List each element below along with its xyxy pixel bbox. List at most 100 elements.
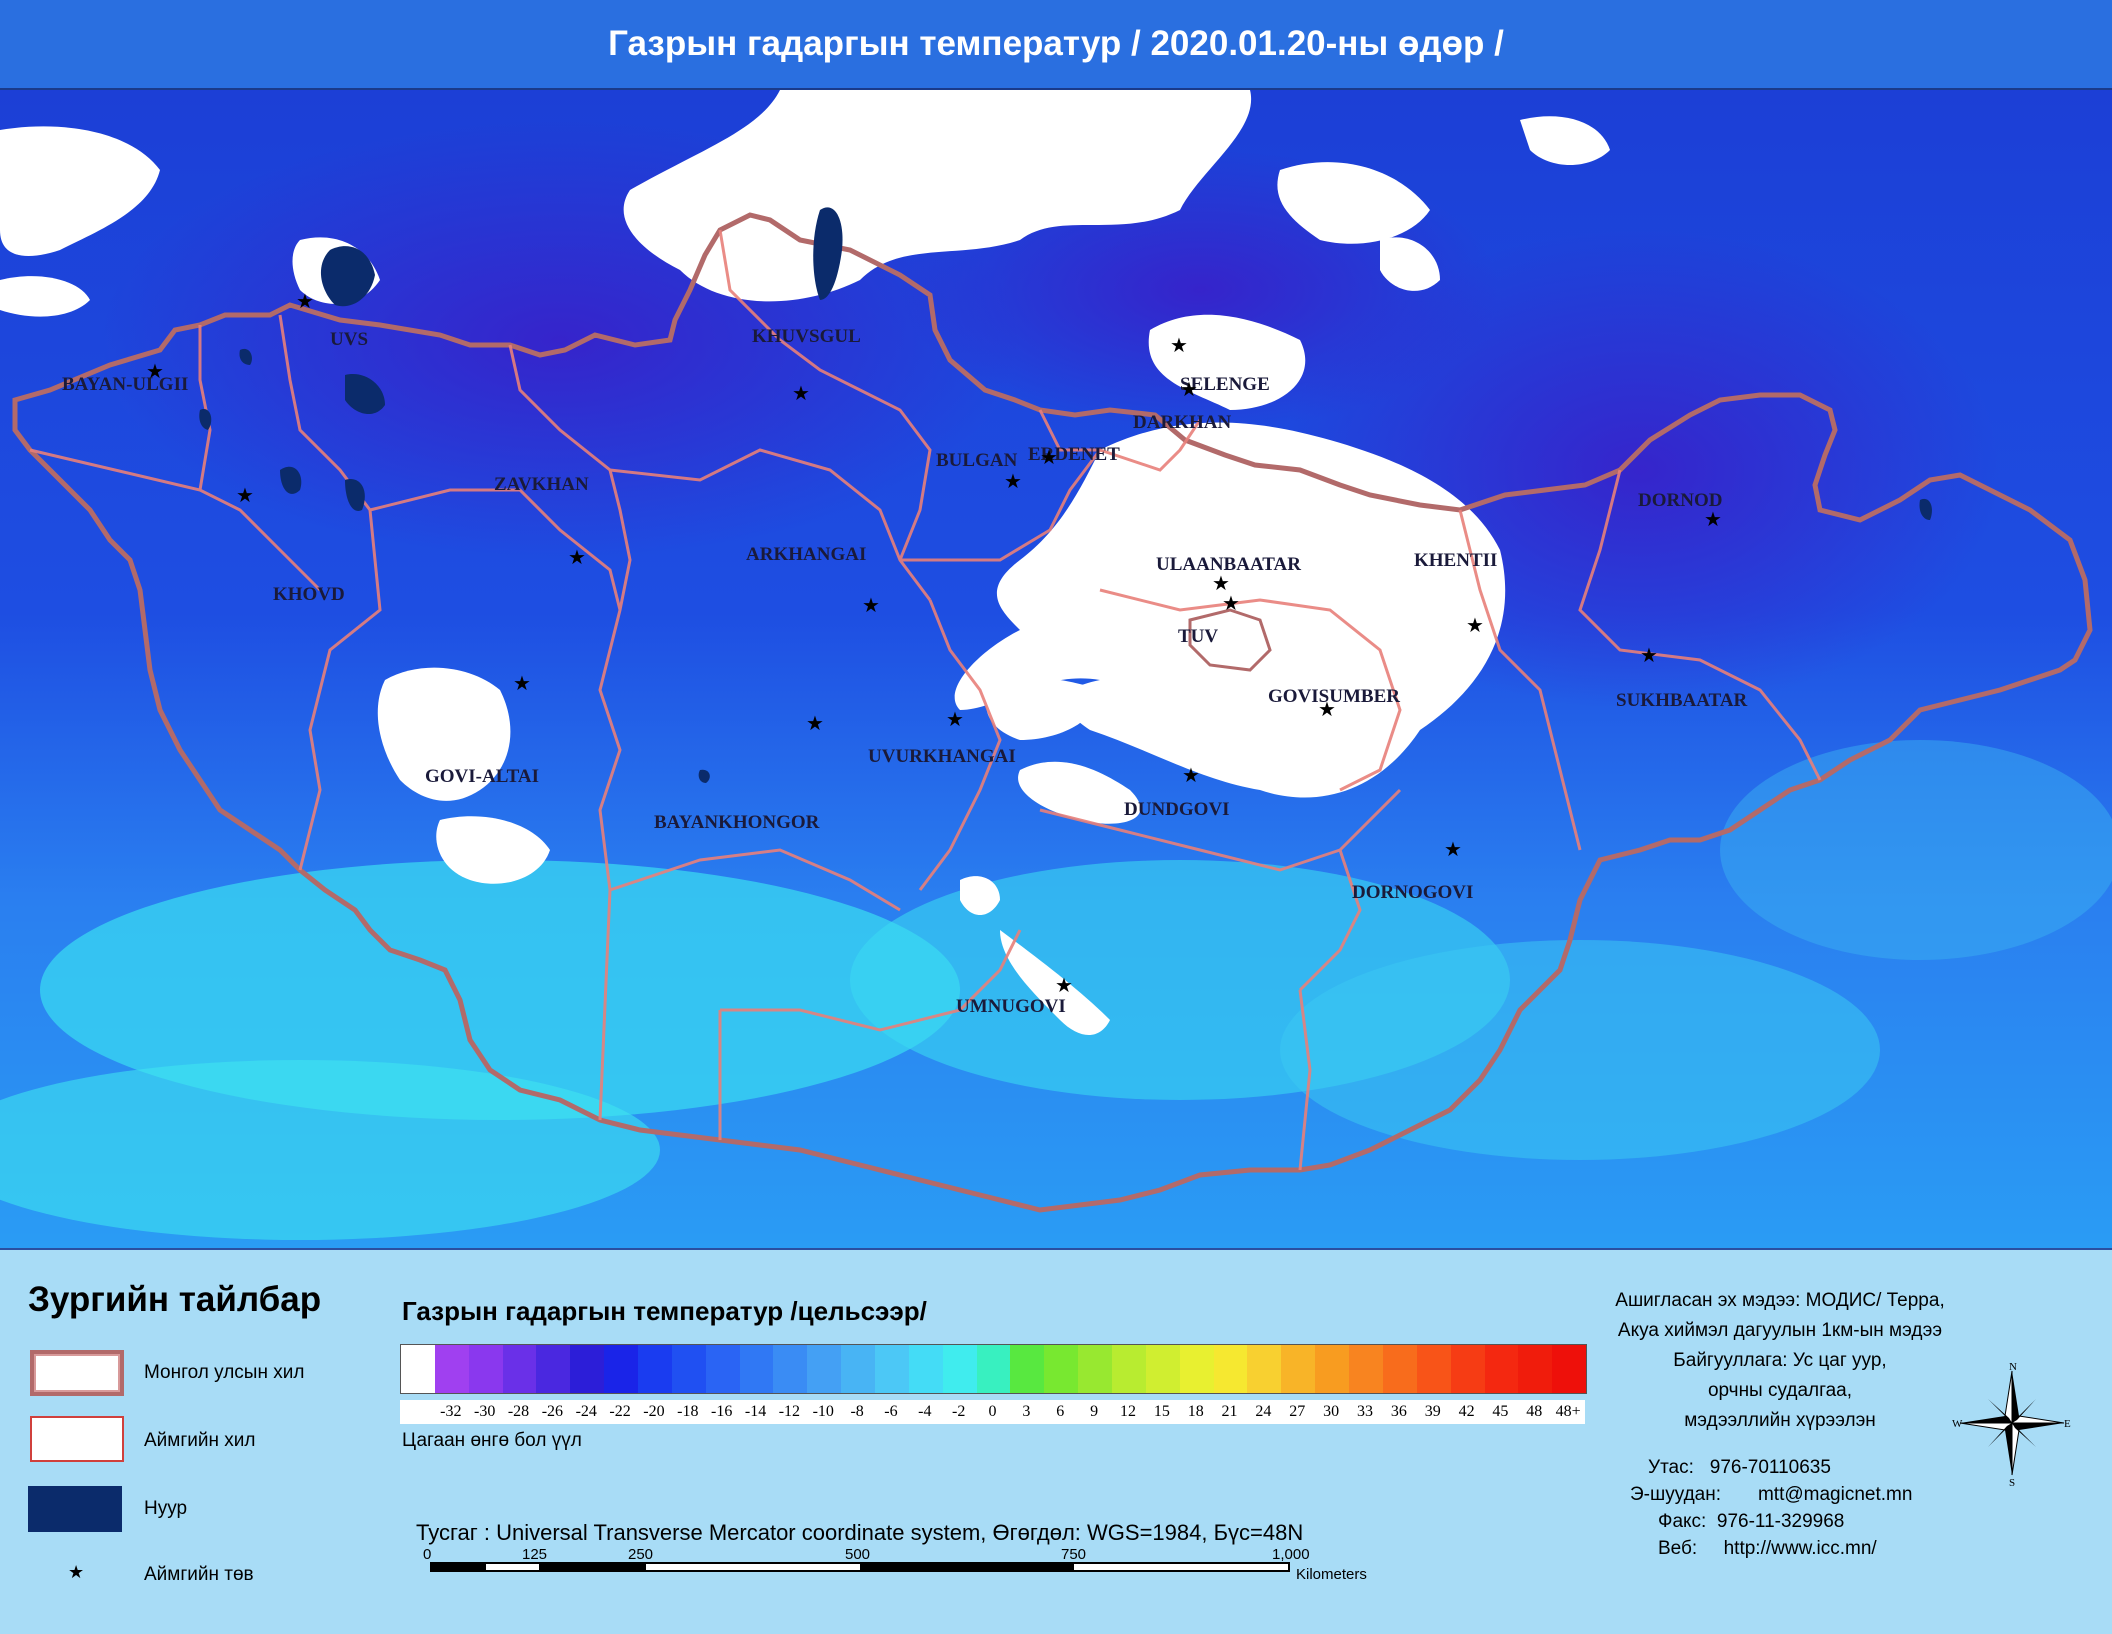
compass-w: W <box>1952 1418 1963 1430</box>
color-scale-ticks: -32 -30 -28 -26 -24 -22 -20 -18 -16 -14 -12 -10 -8 -6… <box>400 1400 1585 1424</box>
aimag-label: UMNUGOVI <box>956 996 1066 1017</box>
color-scale-tick: 39 <box>1424 1403 1441 1420</box>
uvs-lake <box>320 246 375 307</box>
color-scale-tick: -22 <box>609 1403 631 1420</box>
warm-zone-east <box>1720 740 2112 960</box>
color-scale-tick: 0 <box>988 1403 997 1420</box>
lake-swatch <box>28 1486 122 1532</box>
aimag-borders <box>29 229 1822 1171</box>
scalebar-tick: 125 <box>522 1546 548 1563</box>
star-icon: ★ <box>296 289 314 313</box>
contact-info: Утас: 976-70110635 Э-шуудан: mtt@magicne… <box>1610 1454 1912 1562</box>
legend-item-label: Монгол улсын хил <box>144 1362 305 1383</box>
source-line: мэдээллийн хүрээлэн <box>1684 1410 1876 1431</box>
warm-zone-southeast <box>1280 940 1880 1160</box>
color-swatch <box>1382 1345 1417 1393</box>
color-scale-tick: -18 <box>677 1403 699 1420</box>
color-swatch <box>1213 1345 1248 1393</box>
contact-key: Э-шуудан: <box>1630 1484 1722 1505</box>
temperature-map[interactable]: BAYAN-ULGII UVS KHUVSGUL SELENGE DARKHAN… <box>0 88 2112 1250</box>
star-icon: ★ <box>1180 377 1198 401</box>
color-swatch <box>671 1345 706 1393</box>
color-swatch <box>1484 1345 1519 1393</box>
scalebar-tick: 250 <box>628 1546 654 1563</box>
scalebar-tick: 0 <box>423 1546 432 1563</box>
color-scale-title: Газрын гадаргын температур /цельсээр/ <box>402 1296 927 1326</box>
color-scale-tick: -6 <box>884 1403 898 1420</box>
star-icon: ★ <box>946 707 964 731</box>
star-icon: ★ <box>146 359 164 383</box>
color-scale-tick: -10 <box>812 1403 834 1420</box>
color-swatch <box>536 1345 571 1393</box>
aimag-labels: BAYAN-ULGII UVS KHUVSGUL SELENGE DARKHAN… <box>62 326 1748 1017</box>
aimag-label: TUV <box>1178 626 1218 647</box>
color-scale-tick: 42 <box>1458 1403 1475 1420</box>
national-border <box>12 212 2093 1213</box>
source-line: Ашигласан эх мэдээ: МОДИС/ Терра, <box>1615 1290 1945 1311</box>
aimag-label: KHUVSGUL <box>752 326 861 347</box>
color-scale-tick: 45 <box>1492 1403 1509 1420</box>
color-swatch <box>1552 1345 1587 1393</box>
color-scale-tick: 48 <box>1526 1403 1543 1420</box>
color-scale-tick: -8 <box>850 1403 864 1420</box>
data-source: Ашигласан эх мэдээ: МОДИС/ Терра, Акуа х… <box>1570 1286 1990 1436</box>
color-swatch <box>1078 1345 1113 1393</box>
compass-e: E <box>2064 1418 2071 1430</box>
color-swatch <box>1281 1345 1316 1393</box>
compass-rose-icon: N S E W <box>1952 1361 2071 1488</box>
color-scale-tick: 33 <box>1356 1403 1373 1420</box>
warm-zone-far-south <box>0 1060 660 1240</box>
star-icon: ★ <box>1318 697 1336 721</box>
scalebar-tick: 1,000 <box>1272 1546 1310 1563</box>
aimag-label: SUKHBAATAR <box>1616 690 1748 711</box>
legend-item-label: Аймгийн хил <box>144 1430 256 1451</box>
aimag-label: DARKHAN <box>1133 412 1231 433</box>
color-swatch <box>841 1345 876 1393</box>
aimag-border-swatch <box>30 1416 124 1462</box>
color-scale-tick: -16 <box>711 1403 733 1420</box>
star-icon: ★ <box>1055 973 1073 997</box>
color-scale-tick: -26 <box>541 1403 564 1420</box>
map-title: Газрын гадаргын температур / 2020.01.20-… <box>608 24 1504 63</box>
star-icon: ★ <box>513 671 531 695</box>
star-icon: ★ <box>862 593 880 617</box>
star-icon: ★ <box>1004 469 1022 493</box>
color-swatch <box>1145 1345 1180 1393</box>
scalebar-unit: Kilometers <box>1296 1566 1367 1583</box>
color-swatch <box>976 1345 1011 1393</box>
aimag-label: BAYANKHONGOR <box>654 812 820 833</box>
contact-email[interactable]: mtt@magicnet.mn <box>1757 1484 1913 1505</box>
contact-phone: 976-70110635 <box>1709 1457 1831 1478</box>
color-swatch <box>638 1345 672 1393</box>
aimag-label: SELENGE <box>1180 374 1270 395</box>
color-scale-tick: -2 <box>952 1403 966 1420</box>
color-swatch <box>1349 1345 1383 1393</box>
star-icon: ★ <box>236 483 254 507</box>
projection-info: Тусгаг : Universal Transverse Mercator c… <box>416 1520 1304 1545</box>
star-icon: ★ <box>1222 591 1240 615</box>
color-swatch <box>502 1345 537 1393</box>
color-scale-tick: 12 <box>1119 1403 1136 1420</box>
color-scale-tick: -20 <box>643 1403 665 1420</box>
color-scale-tick: -30 <box>473 1403 496 1420</box>
scalebar-tick: 750 <box>1061 1546 1087 1563</box>
color-swatch <box>942 1345 977 1393</box>
color-swatch <box>1518 1345 1553 1393</box>
contact-web[interactable]: http://www.icc.mn/ <box>1723 1538 1877 1559</box>
contact-key: Утас: <box>1648 1457 1694 1478</box>
compass-n: N <box>2009 1361 2017 1373</box>
color-scale-bar <box>400 1344 1587 1394</box>
color-swatch <box>1315 1345 1350 1393</box>
lakes <box>199 207 1932 783</box>
map-canvas: BAYAN-ULGII UVS KHUVSGUL SELENGE DARKHAN… <box>0 90 2112 1250</box>
color-scale-tick: 15 <box>1153 1403 1170 1420</box>
aimag-label: DUNDGOVI <box>1124 799 1230 820</box>
aimag-label: DORNOGOVI <box>1352 882 1473 903</box>
aimag-label: KHOVD <box>273 584 345 605</box>
contact-key: Веб: <box>1658 1538 1698 1559</box>
aimag-label: GOVI-ALTAI <box>425 766 539 787</box>
color-swatch <box>705 1345 740 1393</box>
scalebar-tick: 500 <box>845 1546 871 1563</box>
aimag-label: BAYAN-ULGII <box>62 374 188 395</box>
